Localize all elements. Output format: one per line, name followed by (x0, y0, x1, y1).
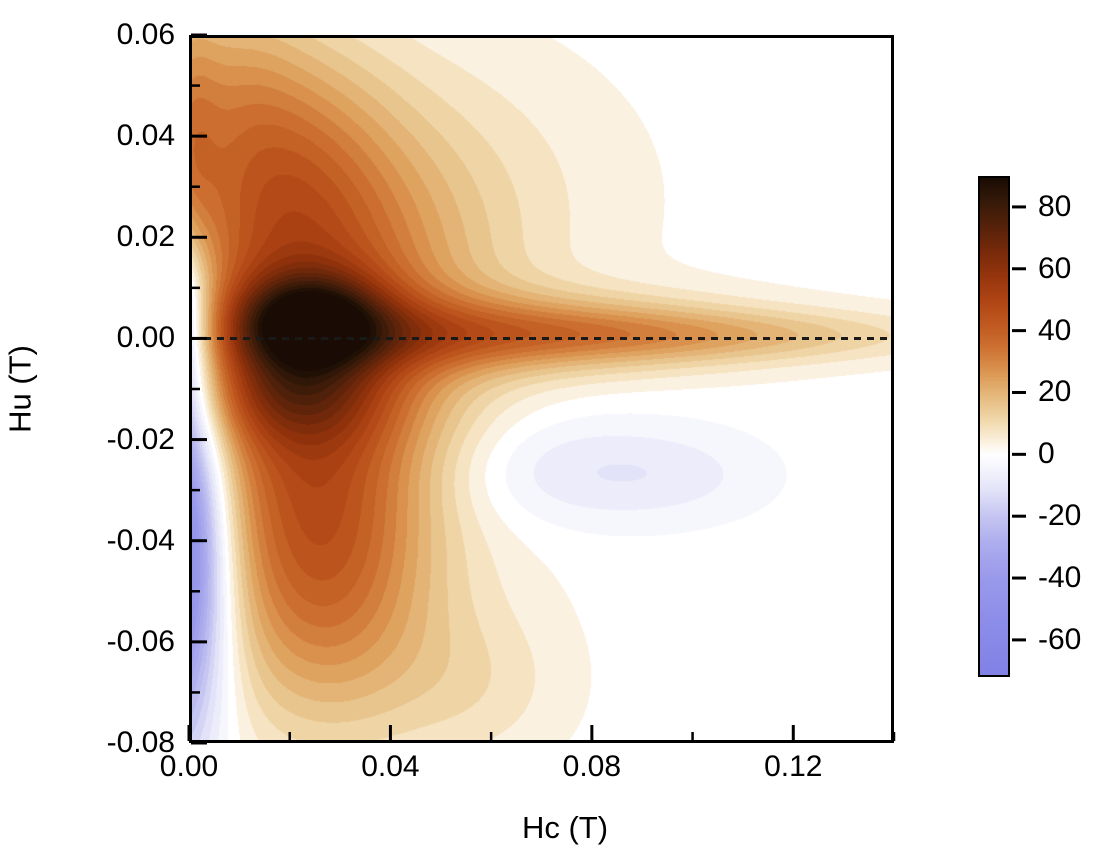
x-axis-title: Hc (T) (521, 810, 609, 845)
colorbar-tick-label: -40 (1038, 561, 1082, 595)
x-tick-label: 0.08 (562, 750, 622, 783)
colorbar-tick-label: -20 (1038, 499, 1082, 533)
colorbar-tick-label: 60 (1038, 251, 1072, 285)
x-tick-label: 0.12 (764, 750, 823, 783)
colorbar-tick-label: -60 (1038, 622, 1082, 656)
x-tick-label: 0.04 (361, 750, 420, 783)
y-tick-label: 0.00 (116, 321, 175, 355)
forc-heatmap (189, 35, 894, 743)
colorbar (978, 176, 1010, 677)
x-tick-label: 0.00 (159, 750, 219, 783)
colorbar-tick-label: 20 (1038, 375, 1072, 409)
y-tick-label: 0.02 (116, 220, 175, 254)
y-tick-label: 0.04 (116, 119, 175, 153)
y-tick-label: -0.04 (106, 523, 175, 557)
y-tick-label: -0.06 (106, 624, 175, 658)
colorbar-tick-label: 0 (1038, 437, 1055, 471)
y-axis-title: Hu (T) (2, 345, 38, 433)
y-tick-label: 0.06 (116, 18, 175, 51)
colorbar-tick-label: 80 (1038, 189, 1072, 223)
y-tick-label: -0.08 (106, 726, 175, 759)
colorbar-gradient (980, 178, 1008, 675)
y-tick-label: -0.02 (106, 422, 175, 456)
colorbar-tick-label: 40 (1038, 313, 1072, 347)
